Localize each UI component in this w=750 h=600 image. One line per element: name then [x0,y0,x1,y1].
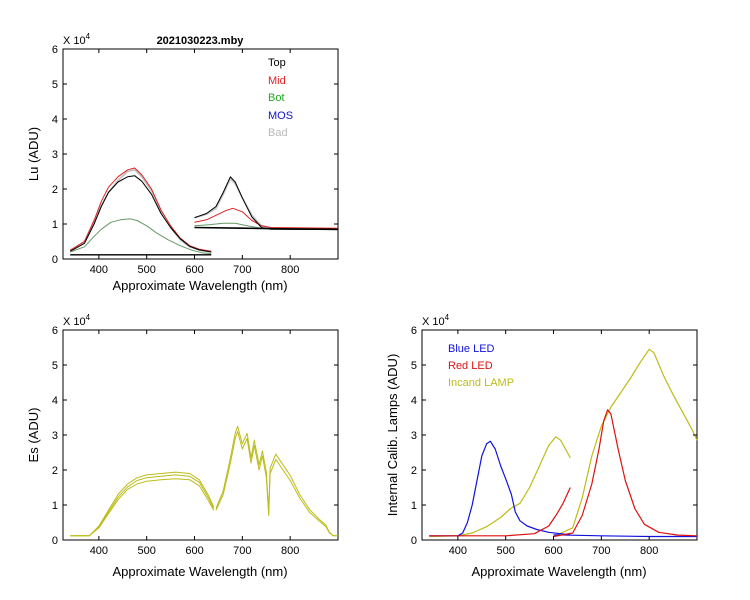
es-y-ticks: 0 1 2 3 4 5 6 [52,325,338,547]
es-series-2 [70,471,215,537]
lamps-plot-area [429,348,698,538]
es-x-tick-label: 600 [185,545,203,557]
lu-multiplier: X 104 [63,32,91,47]
es-y-tick-label: 5 [52,360,58,372]
lamps-x-axis-label: Approximate Wavelength (nm) [471,564,646,579]
lamps-y-tick-label: 1 [411,500,417,512]
lu-x-tick-label: 700 [233,264,251,276]
es-x-tick-label: 400 [90,545,108,557]
lu-y-axis-label: Lu (ADU) [26,127,41,181]
es-multiplier: X 104 [63,313,91,328]
lamps-legend: Blue LED Red LED Incand LAMP [448,343,514,389]
es-plot-frame [62,329,339,541]
legend-mid: Mid [268,75,286,87]
es-series-4 [215,425,338,537]
lu-series-4 [69,175,212,253]
lu-multiplier-base: X 10 [63,35,86,47]
lamps-y-tick-label: 4 [411,395,417,407]
lamps-y-tick-label: 2 [411,465,417,477]
lu-legend: Top Mid Bot MOS Bad [268,57,293,139]
legend-mos: MOS [268,110,293,122]
es-y-tick-label: 6 [52,325,58,337]
lu-multiplier-exp: 4 [86,32,91,41]
legend-bad: Bad [268,127,288,139]
lu-series-9 [194,226,339,231]
es-y-tick-label: 2 [52,465,58,477]
es-multiplier-exp: 4 [86,313,91,322]
legend-blue-led: Blue LED [448,343,495,355]
lu-y-tick-label: 0 [52,254,58,266]
lamps-y-tick-label: 0 [411,535,417,547]
lamps-multiplier-exp: 4 [445,313,450,322]
lu-plot-area [69,167,339,256]
es-multiplier-base: X 10 [63,316,86,328]
lamps-series-1 [553,348,698,538]
lu-series-2 [69,167,212,252]
lamps-series-0 [429,436,571,538]
lu-x-tick-label: 800 [281,264,299,276]
es-x-tick-label: 500 [138,545,156,557]
lu-y-tick-label: 5 [52,79,58,91]
es-x-axis-label: Approximate Wavelength (nm) [112,564,287,579]
lamps-series-5 [553,409,698,538]
lu-series-5 [194,176,339,231]
lu-y-tick-label: 2 [52,184,58,196]
es-series-1 [70,474,215,537]
es-plot-area [70,425,338,537]
lamps-multiplier: X 104 [422,313,450,328]
lu-x-axis-label: Approximate Wavelength (nm) [112,278,287,293]
lu-series-6 [70,218,212,255]
es-x-ticks: 400 500 600 700 800 [90,330,299,557]
lamps-y-tick-label: 5 [411,360,417,372]
lu-x-ticks: 400 500 600 700 800 [90,49,299,276]
es-y-tick-label: 4 [52,395,58,407]
lamps-y-tick-label: 6 [411,325,417,337]
es-y-axis-label: Es (ADU) [26,408,41,463]
lamps-x-tick-label: 600 [544,545,562,557]
es-x-tick-label: 800 [281,545,299,557]
es-y-tick-label: 3 [52,430,58,442]
lu-series-1 [194,177,339,230]
lu-x-tick-label: 600 [185,264,203,276]
lu-y-tick-label: 6 [52,44,58,56]
lamps-y-tick-label: 3 [411,430,417,442]
lamps-x-tick-label: 500 [497,545,515,557]
lu-x-tick-label: 400 [90,264,108,276]
legend-red-led: Red LED [448,360,493,372]
lu-chart-title: 2021030223.mby [157,35,245,47]
legend-incand-lamp: Incand LAMP [448,377,514,389]
lamps-y-axis-label: Internal Calib. Lamps (ADU) [385,354,400,517]
lu-y-tick-label: 1 [52,219,58,231]
lamps-multiplier-base: X 10 [422,316,445,328]
es-y-tick-label: 0 [52,535,58,547]
legend-bot: Bot [268,92,285,104]
lamps-x-ticks: 400 500 600 700 800 [449,330,658,557]
es-y-tick-label: 1 [52,500,58,512]
es-series-0 [70,478,215,537]
lamps-series-4 [429,487,571,537]
lu-y-tick-label: 3 [52,149,58,161]
lu-series-3 [194,207,339,229]
lamps-series-3 [553,534,697,538]
lamps-x-tick-label: 700 [592,545,610,557]
lamps-x-tick-label: 800 [640,545,658,557]
lu-y-tick-label: 4 [52,114,58,126]
lamps-y-ticks: 0 1 2 3 4 5 6 [411,325,697,547]
lamps-series-2 [429,440,571,537]
legend-top: Top [268,57,286,69]
lamps-x-tick-label: 400 [449,545,467,557]
lu-x-tick-label: 500 [138,264,156,276]
es-x-tick-label: 700 [233,545,251,557]
lu-y-ticks: 0 1 2 3 4 5 6 [52,44,338,266]
